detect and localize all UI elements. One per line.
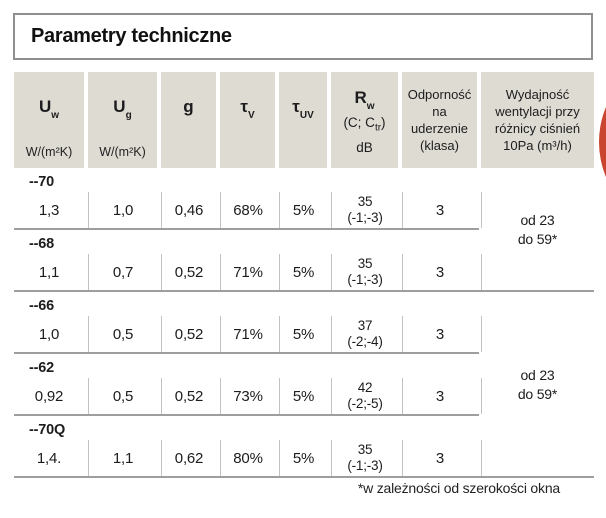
ug-unit: W/(m²K) [99,145,146,159]
cell-uw: 1,4. [36,449,62,467]
table-row: 0,92 0,5 0,52 73% 5% 42 (-2;-5) 3 [14,378,594,414]
cell-tuv: 5% [279,316,327,352]
cell-vent-spacer [481,192,594,228]
cell-g: 0,46 [161,192,216,228]
cell-ug: 0,5 [88,316,157,352]
column-header-impact: Odporność na uderzenie (klasa) [402,72,477,168]
row-label: --68 [29,236,54,252]
table-header-row: Uw W/(m²K) Ug W/(m²K) g τV τUV Rw (C; Ct… [14,72,594,168]
tv-symbol: τV [240,97,255,122]
cell-tuv: 5% [279,378,327,414]
cell-tuv: 5% [279,254,327,290]
table-row: 1,0 0,5 0,52 71% 5% 37 (-2;-4) 3 [14,316,594,352]
cell-tuv: 5% [279,440,327,476]
cell-rw: 37 (-2;-4) [331,316,398,352]
rw-subscript: w [366,101,375,113]
cell-vent-spacer [481,316,594,352]
cell-impact: 3 [402,192,477,228]
cell-uw: 1,1 [38,263,60,281]
tuv-subscript: UV [299,110,314,122]
table-row: 1,3 1,0 0,46 68% 5% 35 (-1;-3) 3 [14,192,594,228]
table-body: --70 1,3 1,0 0,46 68% 5% 35 (-1;-3) 3 --6… [14,168,594,478]
vent-merged-value-2: od 23 do 59* [517,367,558,402]
cell-rw: 35 (-1;-3) [331,254,398,290]
cell-g: 0,52 [161,378,216,414]
row-separator [14,290,594,292]
cell-impact: 3 [402,254,477,290]
cell-tv: 71% [220,254,275,290]
row-label: --62 [29,360,54,376]
cell-rw: 35 (-1;-3) [331,440,398,476]
column-header-ug: Ug W/(m²K) [88,72,157,168]
cell-uw: 0,92 [34,387,64,405]
g-symbol: g [183,97,194,116]
cell-vent-spacer [481,378,594,414]
row-group-66: --66 1,0 0,5 0,52 71% 5% 37 (-2;-4) 3 [14,292,594,354]
cell-tuv: 5% [279,192,327,228]
cell-ug: 0,7 [88,254,157,290]
rw-symbol: Rw [354,88,375,113]
row-label: --70Q [29,422,66,438]
row-group-68: --68 1,1 0,7 0,52 71% 5% 35 (-1;-3) 3 [14,230,594,292]
table-row: 1,1 0,7 0,52 71% 5% 35 (-1;-3) 3 [14,254,594,290]
cell-tv: 71% [220,316,275,352]
cell-vent-spacer [481,254,594,290]
rw-spectrum-terms: (C; Ctr) [343,115,386,135]
row-label: --66 [29,298,54,314]
cell-ug: 1,0 [88,192,157,228]
column-header-g: g [161,72,216,168]
table-row: 1,4. 1,1 0,62 80% 5% 35 (-1;-3) 3 [14,440,594,476]
cell-rw: 42 (-2;-5) [331,378,398,414]
cell-rw: 35 (-1;-3) [331,192,398,228]
cell-tv: 73% [220,378,275,414]
uw-symbol: Uw [38,97,60,122]
tuv-symbol: τUV [292,97,314,122]
ug-symbol: Ug [113,97,132,122]
cell-impact: 3 [402,316,477,352]
ug-subscript: g [125,110,132,122]
cell-tv: 68% [220,192,275,228]
cell-impact: 3 [402,440,477,476]
uw-subscript: w [51,110,60,122]
row-group-70: --70 1,3 1,0 0,46 68% 5% 35 (-1;-3) 3 [14,168,594,230]
row-separator [14,228,479,230]
row-separator [14,476,594,478]
red-arc-decoration [599,51,606,233]
cell-g: 0,52 [161,316,216,352]
tv-subscript: V [247,110,255,122]
page-title-box: Parametry techniczne [13,13,593,60]
cell-ug: 1,1 [88,440,157,476]
column-header-tuv: τUV [279,72,327,168]
uw-unit: W/(m²K) [25,145,73,159]
cell-impact: 3 [402,378,477,414]
cell-g: 0,62 [161,440,216,476]
cell-vent-spacer [481,440,594,476]
cell-uw: 1,0 [38,325,60,343]
column-header-rw: Rw (C; Ctr) dB [331,72,398,168]
cell-ug: 0,5 [88,378,157,414]
footnote: *w zależności od szerokości okna [357,480,560,496]
row-separator [14,352,479,354]
row-label: --70 [29,174,54,190]
column-header-uw: Uw W/(m²K) [14,72,84,168]
vent-merged-value-1: od 23 do 59* [517,212,558,247]
cell-uw: 1,3 [38,201,60,219]
row-separator [14,414,479,416]
column-header-ventilation: Wydajność wentylacji przy różnicy ciśnie… [481,72,594,168]
row-group-62: --62 0,92 0,5 0,52 73% 5% 42 (-2;-5) 3 [14,354,594,416]
page-title: Parametry techniczne [31,25,232,47]
cell-g: 0,52 [161,254,216,290]
parameters-table: Uw W/(m²K) Ug W/(m²K) g τV τUV Rw (C; Ct… [14,72,594,478]
column-header-tv: τV [220,72,275,168]
row-group-70q: --70Q 1,4. 1,1 0,62 80% 5% 35 (-1;-3) 3 [14,416,594,478]
rw-unit: dB [356,140,373,156]
cell-tv: 80% [220,440,275,476]
